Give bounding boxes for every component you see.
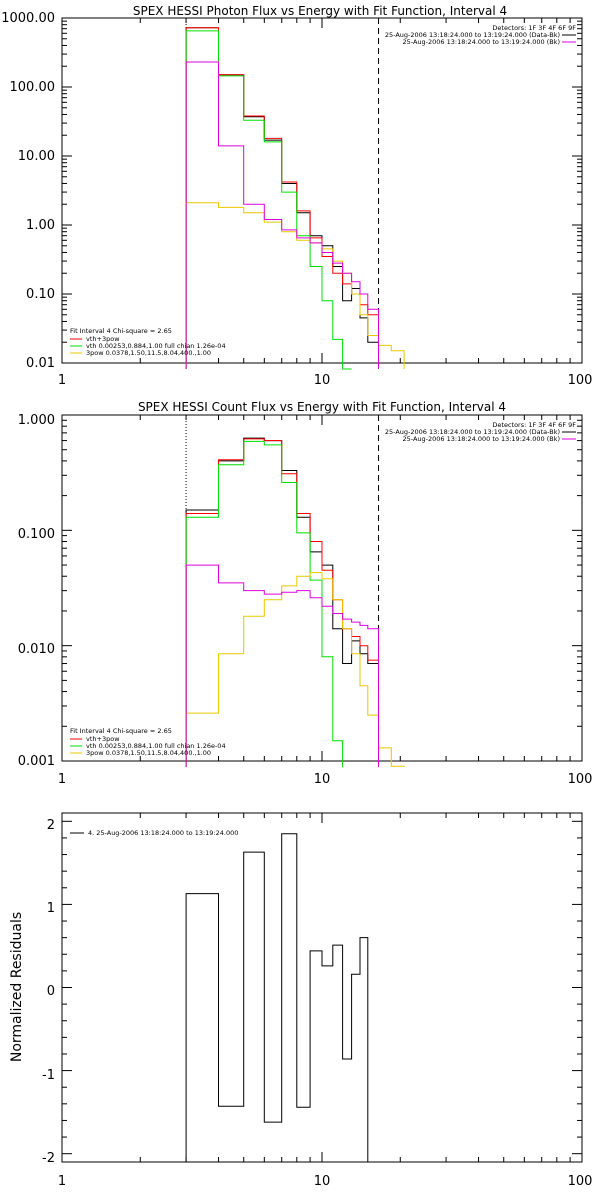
photon-chart-title: SPEX HESSI Photon Flux vs Energy with Fi… [133, 4, 507, 18]
photon-ytick-0: 0.01 [26, 356, 55, 371]
photon-legend-total: vth+3pow [86, 335, 120, 343]
photon-series-data-bk [185, 27, 379, 369]
residuals-panel: Normalized Residuals -2 -1 0 1 2 1 10 10… [9, 812, 593, 1189]
photon-xtick-1: 10 [314, 373, 331, 388]
photon-ytick-5: 1000.00 [1, 11, 55, 26]
count-legend-3pow: 3pow 0.0378,1.50,11.5,8.04,400.,1.00 [86, 749, 211, 757]
count-legend-vth: vth 0.00253,0.884,1.00 full chian 1.26e-… [86, 742, 226, 750]
residuals-legend-text: 4. 25-Aug-2006 13:18:24.000 to 13:19:24.… [88, 829, 238, 837]
photon-series-bk [185, 61, 379, 369]
photon-x-tick-labels: 1 10 100 [58, 373, 593, 388]
photon-legend-data-bk: 25-Aug-2006 13:18:24.000 to 13:19:24.000… [385, 31, 560, 39]
count-ytick-2: 0.100 [18, 527, 55, 542]
photon-legend-bottom: Fit Interval 4 Chi-square = 2.65 vth+3po… [70, 327, 226, 357]
count-legend-total: vth+3pow [86, 735, 120, 743]
residuals-xtick-2: 100 [568, 1174, 593, 1189]
residuals-x-tick-labels: 1 10 100 [58, 1174, 593, 1189]
residuals-series [185, 833, 369, 1162]
count-series-3pow [185, 572, 405, 767]
count-chart-title: SPEX HESSI Count Flux vs Energy with Fit… [138, 400, 506, 414]
photon-flux-panel: SPEX HESSI Photon Flux vs Energy with Fi… [1, 4, 592, 388]
count-legend-detectors: Detectors: 1F 3F 4F 6F 9F [492, 421, 576, 429]
residuals-ytick-1: -1 [42, 1068, 55, 1083]
count-ytick-3: 1.000 [18, 413, 55, 428]
count-xtick-2: 100 [568, 772, 593, 787]
residuals-xtick-1: 10 [314, 1174, 331, 1189]
residuals-series-residuals [185, 833, 369, 1162]
residuals-plot-frame [61, 812, 583, 1163]
residuals-legend: 4. 25-Aug-2006 13:18:24.000 to 13:19:24.… [70, 829, 238, 837]
residuals-axis-ticks [61, 813, 583, 1162]
photon-legend-vth: vth 0.00253,0.884,1.00 full chian 1.26e-… [86, 342, 226, 350]
photon-ytick-4: 100.00 [10, 80, 56, 95]
photon-ytick-1: 0.10 [26, 287, 55, 302]
photon-xtick-0: 1 [58, 373, 66, 388]
count-legend-bottom: Fit Interval 4 Chi-square = 2.65 vth+3po… [70, 727, 226, 757]
photon-ytick-2: 1.00 [26, 218, 55, 233]
photon-legend-bk: 25-Aug-2006 13:18:24.000 to 13:19:24.000… [403, 38, 560, 46]
photon-vlines [185, 18, 380, 363]
count-xtick-1: 10 [314, 772, 331, 787]
residuals-ytick-2: 0 [47, 984, 55, 999]
count-series-vth-3pow [185, 438, 379, 767]
count-flux-panel: SPEX HESSI Count Flux vs Energy with Fit… [18, 400, 593, 787]
photon-legend-top: Detectors: 1F 3F 4F 6F 9F 25-Aug-2006 13… [385, 24, 576, 46]
residuals-xtick-0: 1 [58, 1174, 66, 1189]
count-legend-fit-interval: Fit Interval 4 Chi-square = 2.65 [70, 727, 172, 735]
photon-legend-detectors: Detectors: 1F 3F 4F 6F 9F [492, 24, 576, 32]
count-series-bk [185, 564, 379, 767]
residuals-y-tick-labels: -2 -1 0 1 2 [42, 818, 55, 1166]
photon-series [185, 27, 405, 370]
count-vlines [185, 415, 380, 761]
count-legend-data-bk: 25-Aug-2006 13:18:24.000 to 13:19:24.000… [385, 428, 560, 436]
residuals-y-axis-label: Normalized Residuals [9, 912, 25, 1062]
residuals-ytick-3: 1 [47, 901, 55, 916]
residuals-ytick-0: -2 [42, 1151, 55, 1166]
count-legend-bk: 25-Aug-2006 13:18:24.000 to 13:19:24.000… [403, 435, 560, 443]
count-series-data-bk [185, 437, 379, 767]
photon-xtick-2: 100 [568, 373, 593, 388]
photon-plot-frame [61, 17, 583, 364]
photon-legend-3pow: 3pow 0.0378,1.50,11.5,8.04,400.,1.00 [86, 349, 211, 357]
photon-ytick-3: 10.00 [18, 149, 55, 164]
count-ytick-0: 0.001 [18, 754, 55, 769]
photon-series-vth-3pow [185, 27, 379, 369]
count-ytick-1: 0.010 [18, 642, 55, 657]
count-legend-top: Detectors: 1F 3F 4F 6F 9F 25-Aug-2006 13… [385, 421, 576, 443]
residuals-ytick-4: 2 [47, 818, 55, 833]
count-xtick-0: 1 [58, 772, 66, 787]
photon-series-vth [185, 30, 352, 370]
photon-legend-fit-interval: Fit Interval 4 Chi-square = 2.65 [70, 327, 172, 335]
count-x-tick-labels: 1 10 100 [58, 772, 593, 787]
count-series-vth [185, 440, 344, 767]
photon-axis-ticks [61, 17, 583, 364]
photon-y-tick-labels: 0.01 0.10 1.00 10.00 100.00 1000.00 [1, 11, 55, 371]
count-series [185, 437, 405, 767]
photon-series-3pow [185, 202, 405, 369]
count-y-tick-labels: 0.001 0.010 0.100 1.000 [18, 413, 55, 769]
